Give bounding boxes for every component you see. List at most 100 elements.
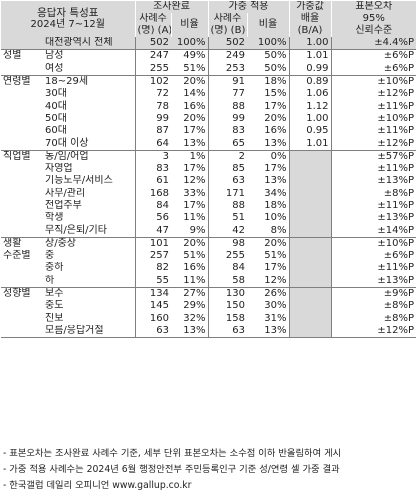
- row-cases-a: 102: [134, 74, 171, 89]
- row-sub-label: 대전광역시 전체: [43, 37, 135, 50]
- row-ratio-a: 27%: [171, 286, 208, 301]
- table-row: 사무/관리 168 33% 171 34% ±8%P: [1, 187, 417, 200]
- row-weight: [288, 212, 332, 225]
- row-group-label: [1, 163, 43, 175]
- row-margin: ±10%P: [330, 236, 417, 251]
- row-ratio-b: 0%: [247, 149, 290, 163]
- row-sub-label: 모름/응답거절: [43, 324, 135, 339]
- row-cases-a: 160: [134, 312, 171, 325]
- row-ratio-a: 16%: [183, 262, 206, 274]
- row-ratio-b: 16%: [264, 125, 287, 137]
- table-row: 대전광역시 전체 502 100% 502 100% 1.00 ±4.4%P: [1, 37, 417, 50]
- row-cases-b: 98: [207, 236, 247, 251]
- row-ratio-b: 15%: [264, 88, 287, 100]
- row-cases-b: 77: [207, 88, 247, 101]
- row-weight: [288, 187, 332, 200]
- row-margin: ±11%P: [330, 199, 417, 213]
- header-weight-label: 가중값: [296, 1, 324, 12]
- row-group-label: [1, 313, 43, 325]
- row-sub-label: 40대: [45, 100, 67, 112]
- row-cases-b: 255: [207, 250, 247, 263]
- row-cases-b: 63: [207, 175, 247, 188]
- table-row: 진보 160 32% 158 31% ±8%P: [1, 312, 417, 325]
- row-cases-b: 58: [207, 274, 247, 288]
- row-ratio-a: 1%: [171, 149, 208, 163]
- row-weight: 1.01: [288, 137, 332, 151]
- row-sub-label: 여성: [45, 62, 64, 74]
- table-row: 수준별 중 257 51% 255 51% ±6%P: [1, 250, 417, 263]
- table-row: 직업별 농/임/어업 3 1% 2 0% ±57%P: [1, 149, 417, 163]
- table-row: 기능노무/서비스 61 12% 63 13% ±13%P: [1, 175, 417, 188]
- row-ratio-b: 18%: [264, 200, 287, 211]
- row-ratio-a: 13%: [171, 324, 208, 339]
- row-cases-b: 502: [207, 37, 247, 50]
- row-cases-b: 83: [207, 125, 247, 138]
- table-header: 응답자 특성표 2024년 7~12월 조사완료 가중 적용 가중값 배율 (B…: [1, 1, 417, 37]
- row-weight: [288, 162, 332, 176]
- row-margin: ±11%P: [330, 100, 417, 113]
- row-ratio-b: 13%: [264, 137, 287, 149]
- row-ratio-a: 29%: [183, 300, 206, 312]
- row-cases-b: 150: [207, 300, 247, 313]
- table-row: 50대 99 20% 99 20% 1.00 ±10%P: [1, 112, 417, 126]
- row-margin: ±4.4%P: [330, 37, 417, 50]
- row-ratio-a: 17%: [183, 200, 206, 211]
- row-margin: ±8%P: [330, 187, 417, 200]
- row-ratio-a: 12%: [183, 175, 206, 187]
- row-sub-label: 상/중상: [43, 236, 135, 251]
- row-group-label: [1, 188, 43, 200]
- row-weight: 1.06: [288, 88, 332, 101]
- row-ratio-a: 33%: [183, 187, 206, 199]
- row-margin: ±14%P: [330, 224, 417, 238]
- row-margin: ±6%P: [330, 62, 417, 76]
- header-period: 2024년 7~12월: [30, 19, 106, 30]
- row-cases-a: 55: [134, 274, 171, 288]
- row-cases-a: 145: [134, 300, 171, 313]
- row-cases-b: 65: [207, 137, 247, 151]
- row-cases-a: 134: [134, 286, 171, 301]
- row-cases-a: 101: [134, 236, 171, 251]
- row-cases-b: 130: [207, 286, 247, 301]
- header-cases-b: 사례수: [207, 13, 247, 25]
- row-ratio-b: 50%: [264, 62, 287, 74]
- row-weight: [288, 236, 332, 251]
- header-ratio-a: 비율: [170, 13, 208, 37]
- footnotes: - 표본오차는 조사완료 사례수 기준, 세부 단위 표본오차는 소수점 이하 …: [3, 446, 341, 494]
- row-ratio-a: 51%: [183, 250, 206, 262]
- row-group-label: [1, 100, 43, 112]
- row-ratio-a: 11%: [183, 212, 206, 224]
- row-group-label: [1, 224, 43, 237]
- row-weight: 1.00: [288, 37, 332, 50]
- row-group-label: [1, 324, 43, 339]
- respondent-characteristics-table: 응답자 특성표 2024년 7~12월 조사완료 가중 적용 가중값 배율 (B…: [1, 1, 417, 339]
- header-title: 응답자 특성표: [37, 7, 99, 19]
- header-weighted-group: 가중 적용: [207, 1, 290, 13]
- table-row: 중하 82 16% 84 17% ±11%P: [1, 262, 417, 275]
- header-weight-label2: 배율: [300, 13, 320, 24]
- table-row: 60대 87 17% 83 16% 0.95 ±11%P: [1, 125, 417, 138]
- row-ratio-b: 12%: [264, 274, 287, 286]
- row-ratio-b: 8%: [270, 224, 287, 236]
- header-weight-label3: (B/A): [297, 25, 323, 36]
- header-cases-a-unit: (명) (A): [134, 25, 171, 37]
- row-sub-label: 30대: [45, 88, 67, 100]
- header-cases-a: 사례수: [134, 13, 171, 25]
- row-ratio-b: 30%: [264, 300, 287, 312]
- row-sub-label: 중도: [45, 300, 64, 312]
- row-group-label: 생활: [1, 236, 43, 251]
- footnote-source: - 한국갤럽 데일리 오피니언 www.gallup.co.kr: [3, 480, 192, 491]
- row-ratio-a: 17%: [183, 125, 206, 137]
- row-sub-label: 60대: [45, 125, 67, 137]
- row-margin: ±12%P: [330, 324, 417, 339]
- row-margin: ±13%P: [330, 212, 417, 225]
- row-weight: [288, 274, 332, 288]
- row-group-label: [1, 300, 43, 312]
- row-group-label: [1, 37, 43, 50]
- row-sub-label: 보수: [43, 286, 135, 301]
- row-ratio-a: 9%: [189, 224, 206, 236]
- row-sub-label: 18~29세: [43, 74, 135, 89]
- row-weight: 1.01: [288, 49, 332, 63]
- table-row: 성향별 보수 134 27% 130 26% ±9%P: [1, 286, 417, 301]
- table-row: 연령별 18~29세 102 20% 91 18% 0.89 ±10%P: [1, 74, 417, 89]
- row-group-label: 직업별: [1, 149, 43, 163]
